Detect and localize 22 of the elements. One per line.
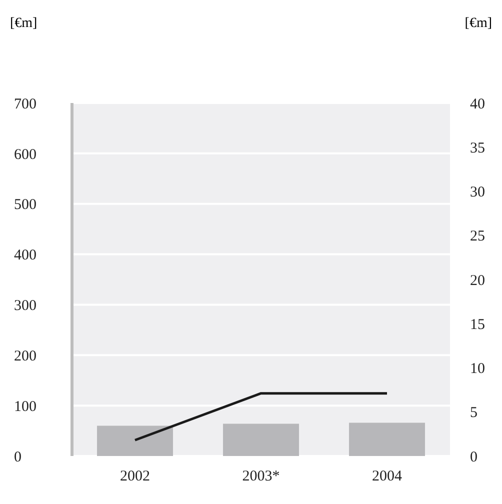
y2-tick-label: 10 <box>470 361 485 378</box>
x-tick-label: 2004 <box>372 468 402 485</box>
y-tick-label: 300 <box>14 298 36 314</box>
y-tick-label: 400 <box>14 248 36 264</box>
y-axis-title: [€m] <box>10 16 38 32</box>
x-tick-label: 2003* <box>242 468 280 485</box>
y2-tick-label: 30 <box>470 184 485 201</box>
y-tick-label: 700 <box>14 96 36 112</box>
y2-tick-label: 40 <box>470 96 485 112</box>
y-tick-label: 600 <box>14 146 36 163</box>
y2-tick-label: 0 <box>470 449 478 466</box>
y2-tick-label: 5 <box>470 405 478 422</box>
x-tick-label: 2002 <box>120 468 150 485</box>
y2-tick-label: 20 <box>470 272 485 289</box>
y2-tick-label: 25 <box>470 228 485 245</box>
y2-tick-label: 35 <box>470 140 485 156</box>
y2-tick-label: 15 <box>470 316 485 333</box>
y2-axis-title: [€m] <box>464 16 492 32</box>
y-tick-label: 0 <box>14 449 22 466</box>
y-tick-label: 500 <box>14 197 36 214</box>
y-tick-label: 100 <box>14 398 36 415</box>
y-tick-label: 200 <box>14 348 36 364</box>
